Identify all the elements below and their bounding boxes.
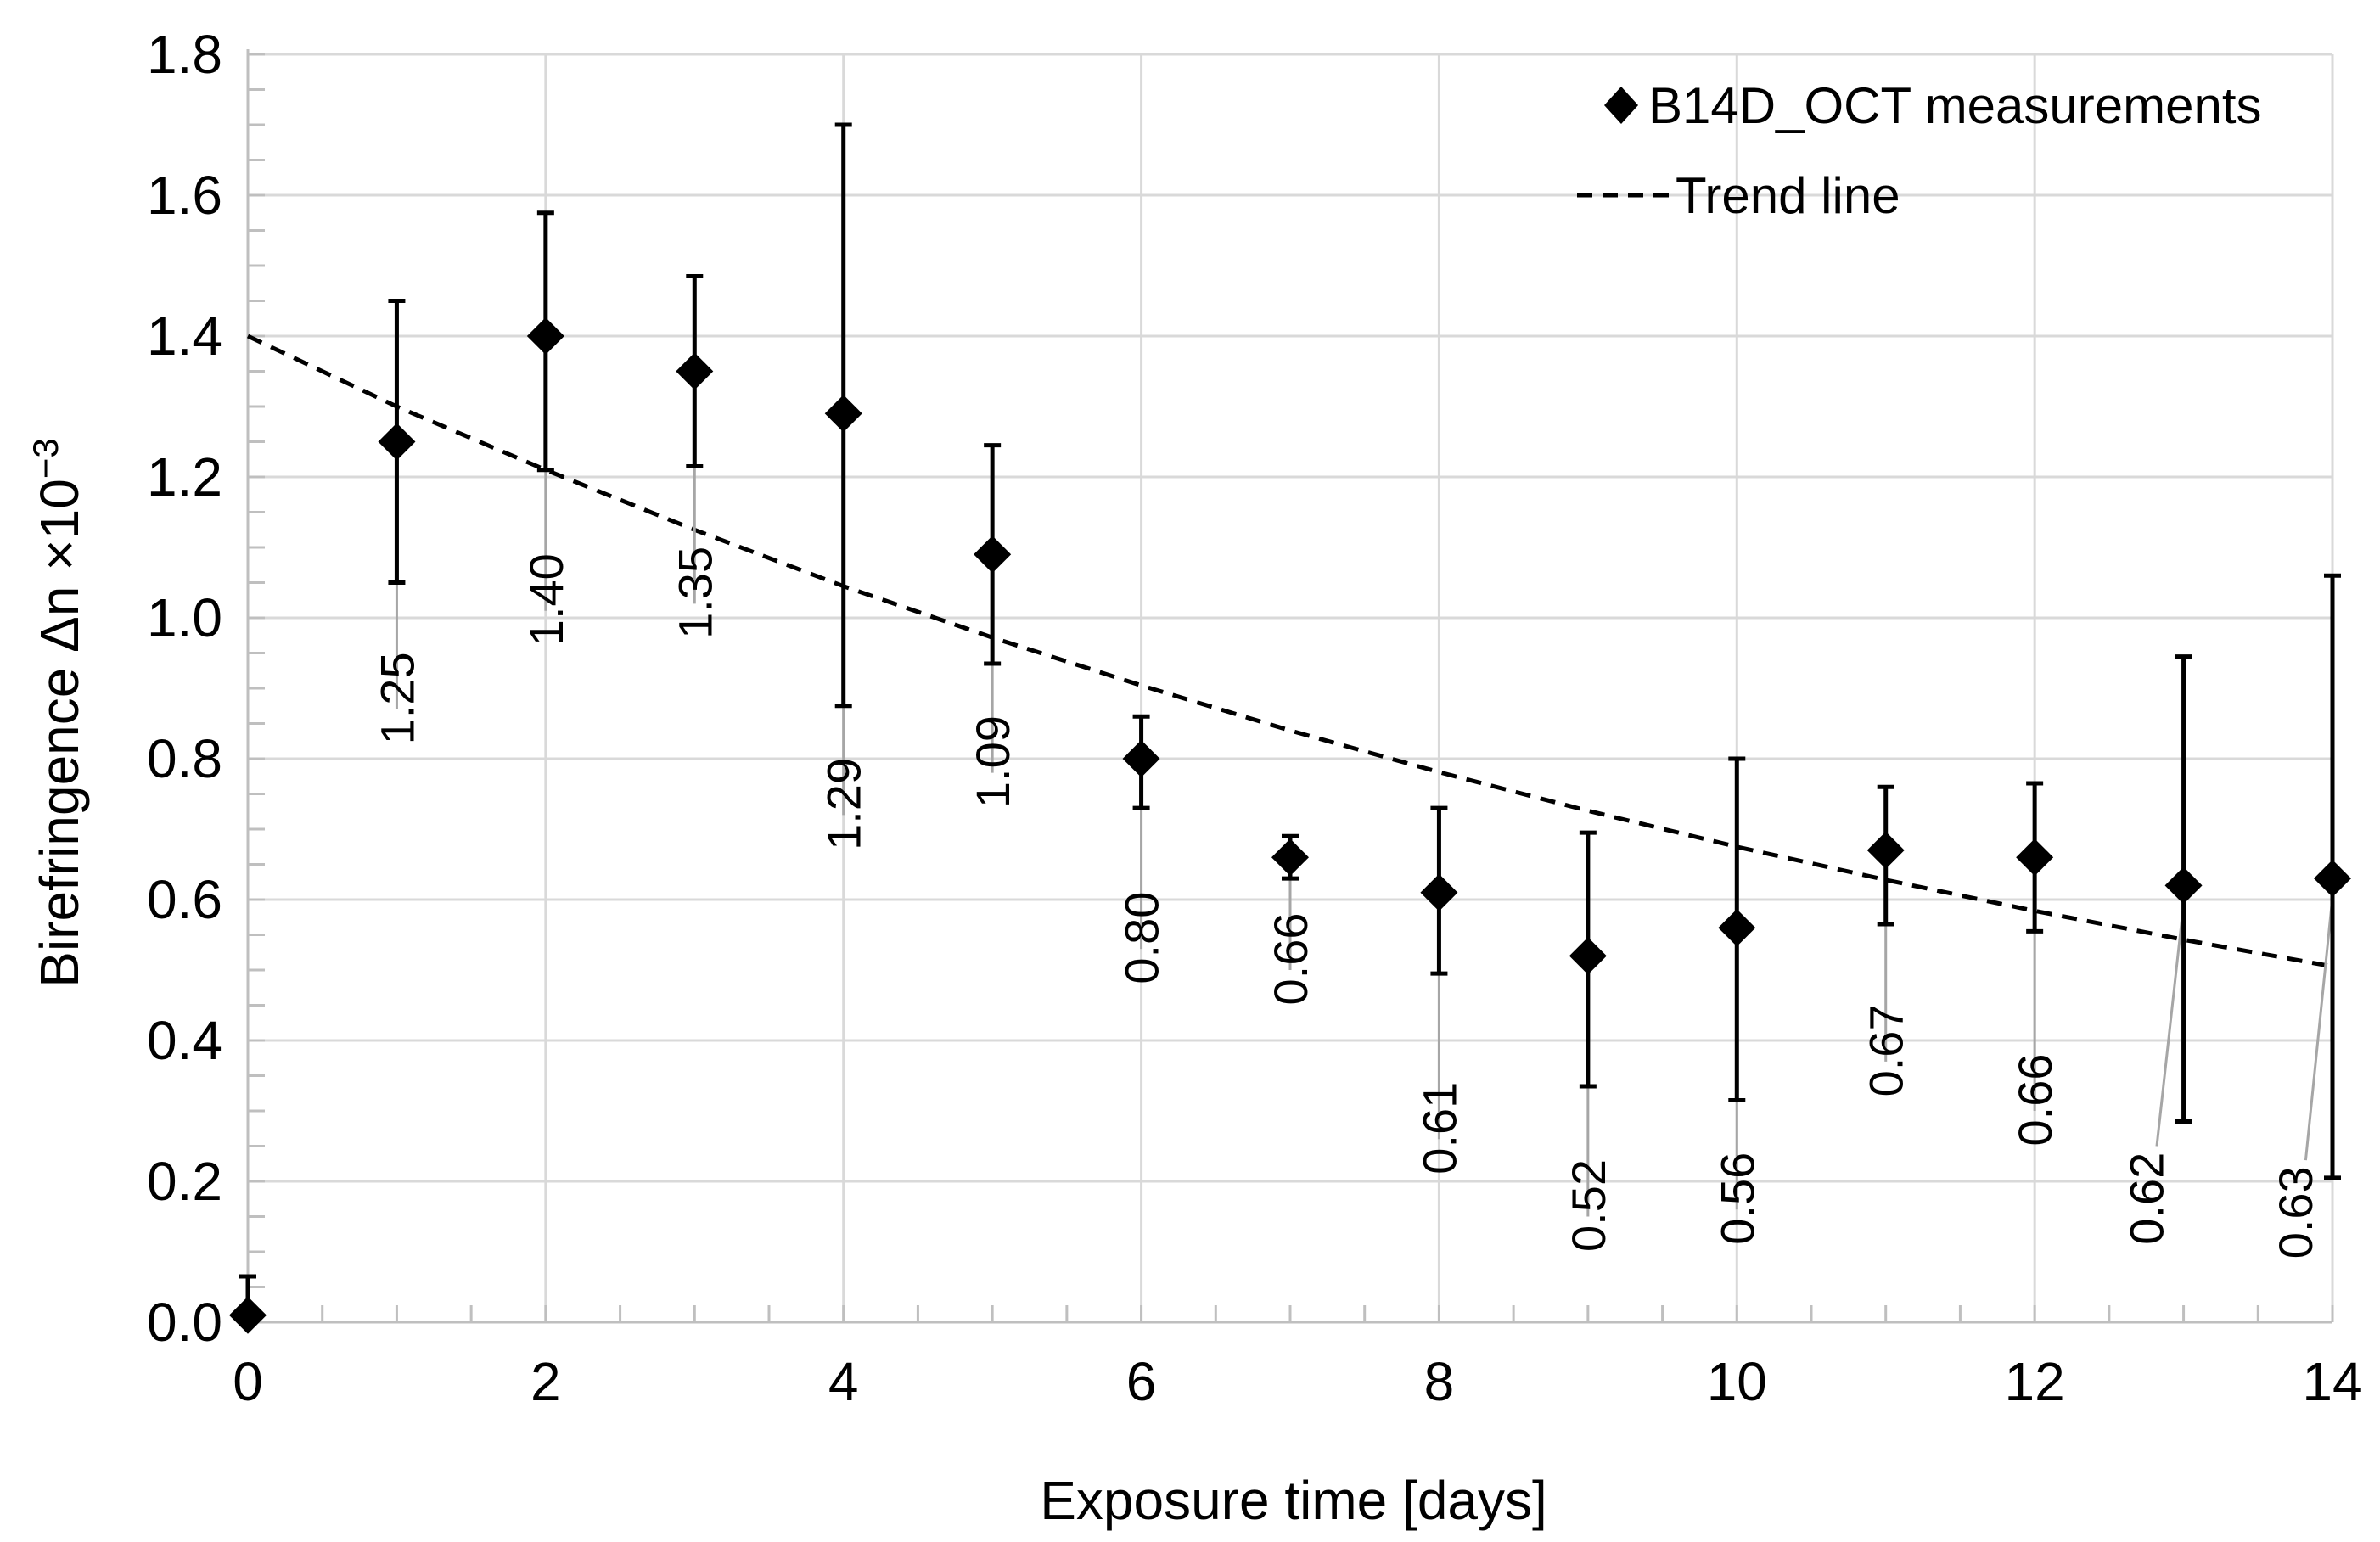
data-label: 0.66 xyxy=(1264,913,1317,1006)
data-point-marker xyxy=(1866,831,1905,869)
legend-label-measurements: B14D_OCT measurements xyxy=(1648,77,2262,134)
y-tick-label: 0.4 xyxy=(147,1010,222,1071)
data-point-marker xyxy=(1122,740,1160,777)
x-tick-label: 4 xyxy=(828,1351,859,1412)
data-label: 1.25 xyxy=(370,652,424,744)
data-label: 0.52 xyxy=(1562,1159,1615,1252)
data-point-marker xyxy=(2016,838,2054,877)
data-label: 1.09 xyxy=(966,715,1019,808)
data-point-marker xyxy=(2314,860,2351,898)
data-labels: 1.25 1.40 1.35 1.29 1.09 0.80 0.66 0.61 0.52 0.56… xyxy=(370,547,2322,1259)
y-tick-label: 0.8 xyxy=(147,728,222,789)
data-label: 1.35 xyxy=(668,547,721,639)
data-point-marker xyxy=(676,352,714,390)
y-tick-label: 0.6 xyxy=(147,869,222,930)
data-point-marker xyxy=(2164,866,2203,905)
y-axis-title-main: Birefringence Δn ×10 xyxy=(29,479,90,988)
label-leader-line xyxy=(2304,896,2334,1161)
y-tick-label: 1.8 xyxy=(147,24,222,85)
y-tick-label: 1.0 xyxy=(147,587,222,648)
x-tick-label: 0 xyxy=(233,1351,263,1412)
x-tick-label: 10 xyxy=(1707,1351,1767,1412)
data-label: 0.80 xyxy=(1115,892,1169,984)
y-tick-label: 0.0 xyxy=(147,1292,222,1353)
data-label: 1.29 xyxy=(817,758,871,850)
x-tick-label: 8 xyxy=(1424,1351,1455,1412)
data-point-marker xyxy=(229,1296,267,1334)
data-label: 0.61 xyxy=(1412,1082,1466,1175)
data-label: 0.67 xyxy=(1860,1004,1913,1096)
legend-diamond-marker xyxy=(1604,87,1638,124)
y-axis-title-exponent: −3 xyxy=(25,438,65,479)
y-axis-title: Birefringence Δn ×10−3 xyxy=(25,438,90,987)
y-tick-label: 0.2 xyxy=(147,1151,222,1212)
data-point-marker xyxy=(1718,909,1756,947)
data-point-marker xyxy=(1569,937,1607,975)
y-tick-label: 1.6 xyxy=(147,165,222,226)
data-point-marker xyxy=(1271,838,1309,877)
data-label: 0.56 xyxy=(1710,1152,1764,1245)
data-label: 0.62 xyxy=(2120,1152,2174,1245)
x-tick-label: 6 xyxy=(1126,1351,1157,1412)
data-label: 0.66 xyxy=(2008,1054,2062,1147)
x-tick-label: 12 xyxy=(2005,1351,2065,1412)
data-label: 0.63 xyxy=(2269,1166,2322,1259)
data-point-marker xyxy=(378,423,416,461)
y-tick-label: 1.4 xyxy=(147,306,222,367)
data-point-marker xyxy=(974,535,1012,574)
label-leader-line xyxy=(2155,904,2186,1147)
data-point-marker xyxy=(824,395,862,433)
x-axis-title: Exposure time [days] xyxy=(1040,1470,1547,1531)
axes xyxy=(246,49,2334,1324)
legend: B14D_OCT measurements Trend line xyxy=(1577,77,2262,224)
data-markers xyxy=(229,317,2351,1334)
x-tick-label: 2 xyxy=(530,1351,561,1412)
y-tick-label: 1.2 xyxy=(147,446,222,507)
data-point-marker xyxy=(1420,873,1458,911)
legend-label-trend: Trend line xyxy=(1676,167,1900,224)
tick-labels: 0.0 0.2 0.4 0.6 0.8 1.0 1.2 1.4 1.6 1.8 0 2 4 6 8 10 12 1… xyxy=(147,24,2363,1412)
data-point-marker xyxy=(526,317,564,355)
data-label: 1.40 xyxy=(519,553,573,646)
x-tick-label: 14 xyxy=(2302,1351,2362,1412)
